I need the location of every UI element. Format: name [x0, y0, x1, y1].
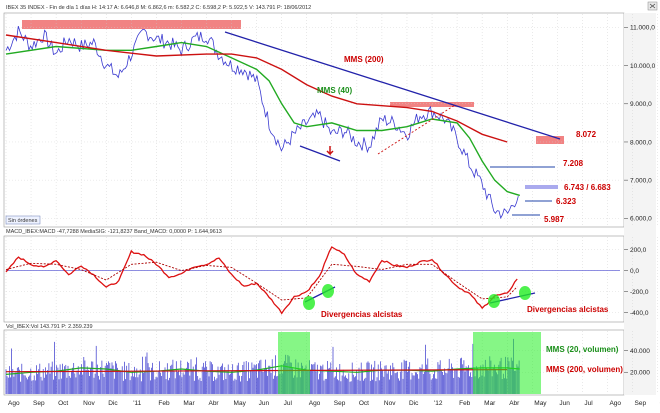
- label-vol200: MMS (200, volumen): [546, 365, 623, 374]
- label-6323: 6.323: [556, 197, 577, 206]
- divergence-marker-1: [303, 296, 315, 310]
- x-tick-label: '12: [434, 400, 443, 407]
- x-tick-label: Abr: [208, 400, 219, 407]
- label-5987: 5.987: [544, 215, 565, 224]
- y-tick-label: 200,0: [630, 247, 647, 254]
- x-tick-label: Sep: [33, 400, 45, 407]
- y-tick-label: 11.000,0: [630, 25, 655, 32]
- x-tick-label: Feb: [459, 400, 471, 407]
- x-tick-label: Sep: [334, 400, 346, 407]
- divergence-marker-3: [488, 294, 500, 308]
- y-tick-label: 0,0: [630, 268, 639, 275]
- x-tick-label: Jun: [559, 400, 570, 407]
- volume-highlight-2: [473, 332, 541, 394]
- x-tick-label: Ago: [309, 400, 321, 407]
- y-tick-label: 6.000,0: [630, 216, 652, 223]
- y-tick-label: -200,0: [630, 289, 649, 296]
- x-tick-label: Jul: [284, 400, 293, 407]
- divergence-marker-2: [322, 284, 334, 298]
- macd-series: [5, 246, 518, 315]
- arrow-down-icon: [326, 146, 334, 156]
- x-tick-label: Dic: [108, 400, 118, 407]
- x-tick-label: May: [234, 400, 247, 407]
- x-tick-label: May: [534, 400, 547, 407]
- x-tick-label: Oct: [58, 400, 68, 407]
- x-tick-label: '11: [133, 400, 141, 407]
- vol-mms200-series: [5, 369, 508, 373]
- signal-series: [5, 261, 518, 301]
- label-mms200: MMS (200): [344, 55, 384, 64]
- drawings: [224, 31, 561, 394]
- resistance-box-right: [536, 136, 564, 144]
- price-header: IBEX 35 INDEX - Fin de día 1 días H: 14:…: [6, 5, 311, 11]
- x-tick-label: Ago: [609, 400, 621, 407]
- volume-header: Vol_IBEX:Vol 143.791 P: 2.359.239: [6, 324, 93, 330]
- x-tick-label: Mar: [484, 400, 496, 407]
- label-divergence-2: Divergencias alcistas: [527, 305, 609, 314]
- volume-highlight-1: [278, 332, 310, 394]
- y-tick-label: 9.000,0: [630, 101, 652, 108]
- sin-ordenes-box[interactable]: [5, 215, 41, 225]
- y-tick-label: -400,0: [630, 310, 649, 317]
- label-7208: 7.208: [563, 159, 584, 168]
- x-tick-label: Dic: [409, 400, 419, 407]
- divergence-marker-4: [519, 286, 531, 300]
- downtrend-line: [224, 31, 561, 140]
- y-tick-label: 20.000: [630, 370, 650, 377]
- label-divergence-1: Divergencias alcistas: [321, 310, 403, 319]
- resistance-box-top: [22, 20, 241, 29]
- price-series: [5, 25, 519, 220]
- x-tick-label: Mar: [183, 400, 195, 407]
- x-tick-label: Abr: [509, 400, 520, 407]
- label-6743: 6.743 / 6.683: [564, 183, 611, 192]
- x-tick-label: Sep: [635, 400, 647, 407]
- x-tick-label: Nov: [83, 400, 95, 407]
- mms40-series: [5, 41, 521, 197]
- close-icon: [649, 3, 656, 9]
- label-mms40: MMS (40): [317, 86, 352, 95]
- label-vol20: MMS (20, volumen): [546, 345, 619, 354]
- x-tick-label: Nov: [384, 400, 396, 407]
- label-8072: 8.072: [576, 130, 597, 139]
- y-tick-label: 8.000,0: [630, 139, 652, 146]
- price-panel: [3, 12, 625, 228]
- support-line-1: [299, 145, 341, 162]
- macd-header: MACD_IBEX:MACD -47,7288 MediaSIG: -121,8…: [6, 229, 222, 235]
- x-tick-label: Jun: [259, 400, 270, 407]
- x-tick-label: Ago: [8, 400, 20, 407]
- sin-ordenes-label: Sin órdenes: [8, 218, 38, 224]
- x-tick-label: Feb: [158, 400, 170, 407]
- x-tick-label: Oct: [359, 400, 369, 407]
- y-tick-label: 10.000,0: [630, 63, 656, 70]
- y-tick-label: 7.000,0: [630, 177, 652, 184]
- y-tick-label: 40.000: [630, 348, 650, 355]
- dashed-uptrend: [377, 104, 456, 155]
- x-tick-label: Jul: [584, 400, 593, 407]
